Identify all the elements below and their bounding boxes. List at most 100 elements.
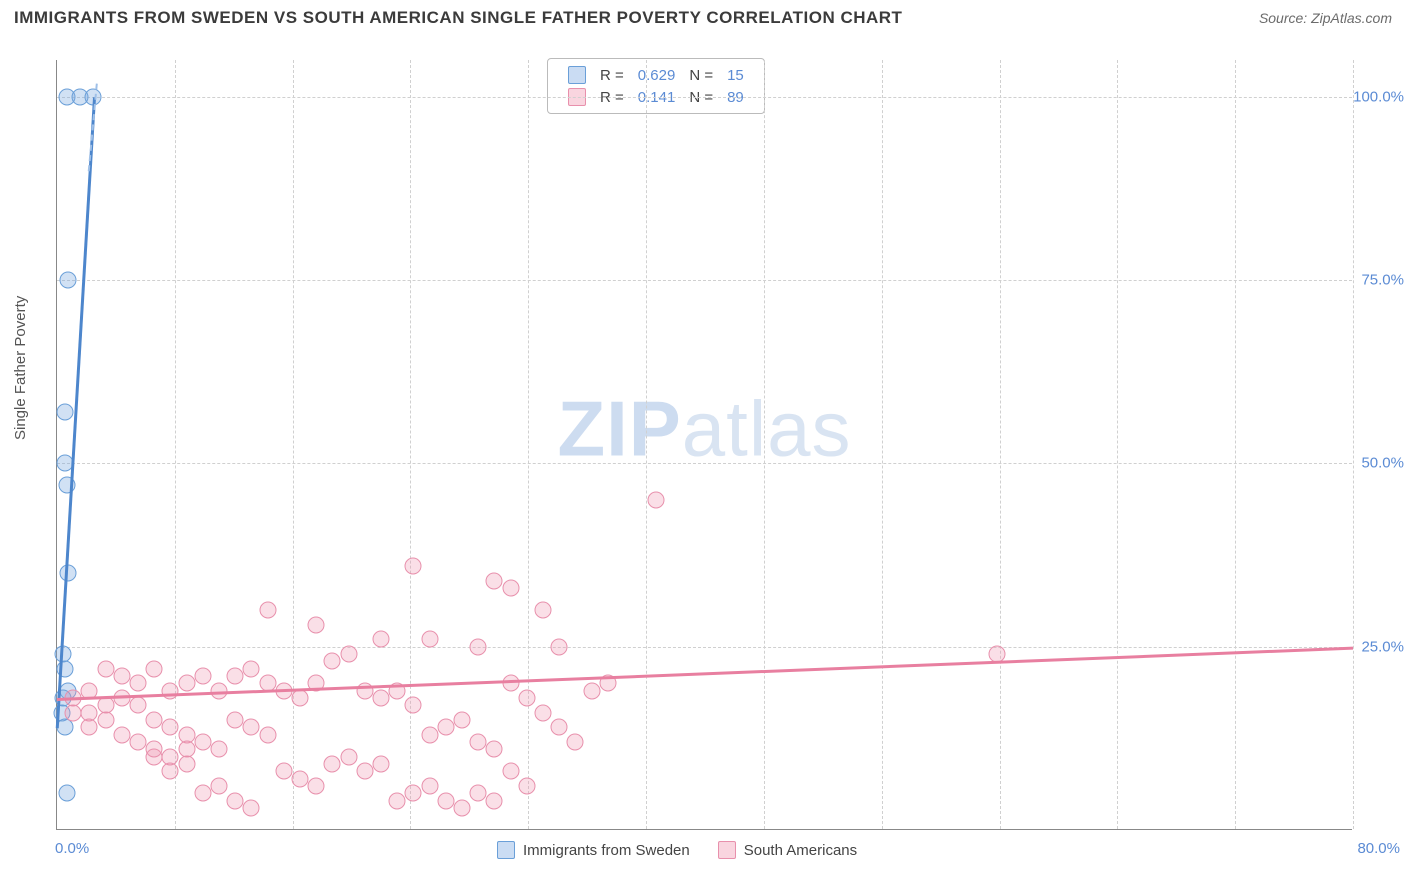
legend-item: South Americans: [718, 841, 857, 859]
point-south-american: [535, 602, 552, 619]
chart-header: IMMIGRANTS FROM SWEDEN VS SOUTH AMERICAN…: [0, 0, 1406, 32]
point-south-american: [227, 712, 244, 729]
point-south-american: [583, 682, 600, 699]
point-south-american: [178, 741, 195, 758]
y-tick: 100.0%: [1353, 88, 1404, 105]
point-sweden: [57, 404, 74, 421]
point-south-american: [275, 763, 292, 780]
gridline-h: [57, 647, 1352, 648]
point-south-american: [211, 741, 228, 758]
r-value: 0.629: [632, 65, 682, 85]
point-south-american: [162, 719, 179, 736]
r-label: R =: [594, 65, 630, 85]
point-south-american: [421, 726, 438, 743]
point-south-american: [178, 675, 195, 692]
gridline-v: [175, 60, 176, 829]
point-south-american: [146, 741, 163, 758]
point-south-american: [373, 690, 390, 707]
point-south-american: [324, 756, 341, 773]
n-label: N =: [683, 65, 719, 85]
point-south-american: [405, 697, 422, 714]
point-south-american: [243, 719, 260, 736]
series-legend: Immigrants from Sweden South Americans: [497, 841, 857, 859]
gridline-v: [1000, 60, 1001, 829]
point-south-american: [340, 646, 357, 663]
point-south-american: [567, 734, 584, 751]
gridline-h: [57, 97, 1352, 98]
point-south-american: [243, 800, 260, 817]
point-south-american: [178, 756, 195, 773]
point-south-american: [259, 602, 276, 619]
point-south-american: [389, 792, 406, 809]
point-south-american: [292, 770, 309, 787]
point-south-american: [502, 675, 519, 692]
y-tick: 50.0%: [1361, 455, 1404, 472]
chart-source: Source: ZipAtlas.com: [1259, 10, 1392, 26]
point-sweden: [60, 565, 77, 582]
point-south-american: [130, 697, 147, 714]
point-south-american: [292, 690, 309, 707]
point-south-american: [97, 712, 114, 729]
point-south-american: [454, 712, 471, 729]
watermark: ZIPatlas: [557, 384, 851, 475]
gridline-v: [293, 60, 294, 829]
legend-item: Immigrants from Sweden: [497, 841, 690, 859]
point-south-american: [551, 719, 568, 736]
point-south-american: [502, 763, 519, 780]
point-south-american: [162, 748, 179, 765]
point-south-american: [113, 668, 130, 685]
point-south-american: [470, 638, 487, 655]
gridline-v: [1235, 60, 1236, 829]
legend-label: Immigrants from Sweden: [523, 842, 690, 859]
point-south-american: [324, 653, 341, 670]
point-south-american: [405, 558, 422, 575]
point-south-american: [437, 792, 454, 809]
point-south-american: [211, 778, 228, 795]
point-south-american: [308, 616, 325, 633]
gridline-h: [57, 463, 1352, 464]
point-south-american: [81, 719, 98, 736]
legend-swatch: [568, 66, 586, 84]
point-south-american: [486, 572, 503, 589]
y-tick: 25.0%: [1361, 638, 1404, 655]
point-south-american: [373, 631, 390, 648]
point-south-american: [518, 690, 535, 707]
n-value: 15: [721, 65, 750, 85]
point-south-american: [454, 800, 471, 817]
point-south-american: [227, 792, 244, 809]
point-sweden: [58, 785, 75, 802]
point-south-american: [259, 726, 276, 743]
point-south-american: [373, 756, 390, 773]
point-south-american: [356, 763, 373, 780]
chart-title: IMMIGRANTS FROM SWEDEN VS SOUTH AMERICAN…: [14, 8, 902, 28]
point-south-american: [194, 785, 211, 802]
stats-legend: R =0.629N =15R =0.141N =89: [547, 58, 765, 114]
gridline-v: [1117, 60, 1118, 829]
gridline-v: [764, 60, 765, 829]
legend-label: South Americans: [744, 842, 857, 859]
point-south-american: [502, 580, 519, 597]
gridline-v: [1353, 60, 1354, 829]
legend-swatch: [718, 841, 736, 859]
point-south-american: [130, 734, 147, 751]
x-tick-min: 0.0%: [55, 840, 89, 857]
point-south-american: [227, 668, 244, 685]
point-south-american: [518, 778, 535, 795]
point-south-american: [421, 631, 438, 648]
point-south-american: [308, 778, 325, 795]
point-south-american: [194, 734, 211, 751]
legend-swatch: [497, 841, 515, 859]
point-south-american: [648, 492, 665, 509]
y-axis-label: Single Father Poverty: [12, 296, 29, 440]
point-south-american: [130, 675, 147, 692]
point-south-american: [65, 704, 82, 721]
gridline-v: [646, 60, 647, 829]
point-south-american: [486, 792, 503, 809]
point-south-american: [437, 719, 454, 736]
point-south-american: [470, 785, 487, 802]
point-south-american: [243, 660, 260, 677]
point-south-american: [340, 748, 357, 765]
point-south-american: [162, 763, 179, 780]
point-south-american: [535, 704, 552, 721]
point-south-american: [421, 778, 438, 795]
